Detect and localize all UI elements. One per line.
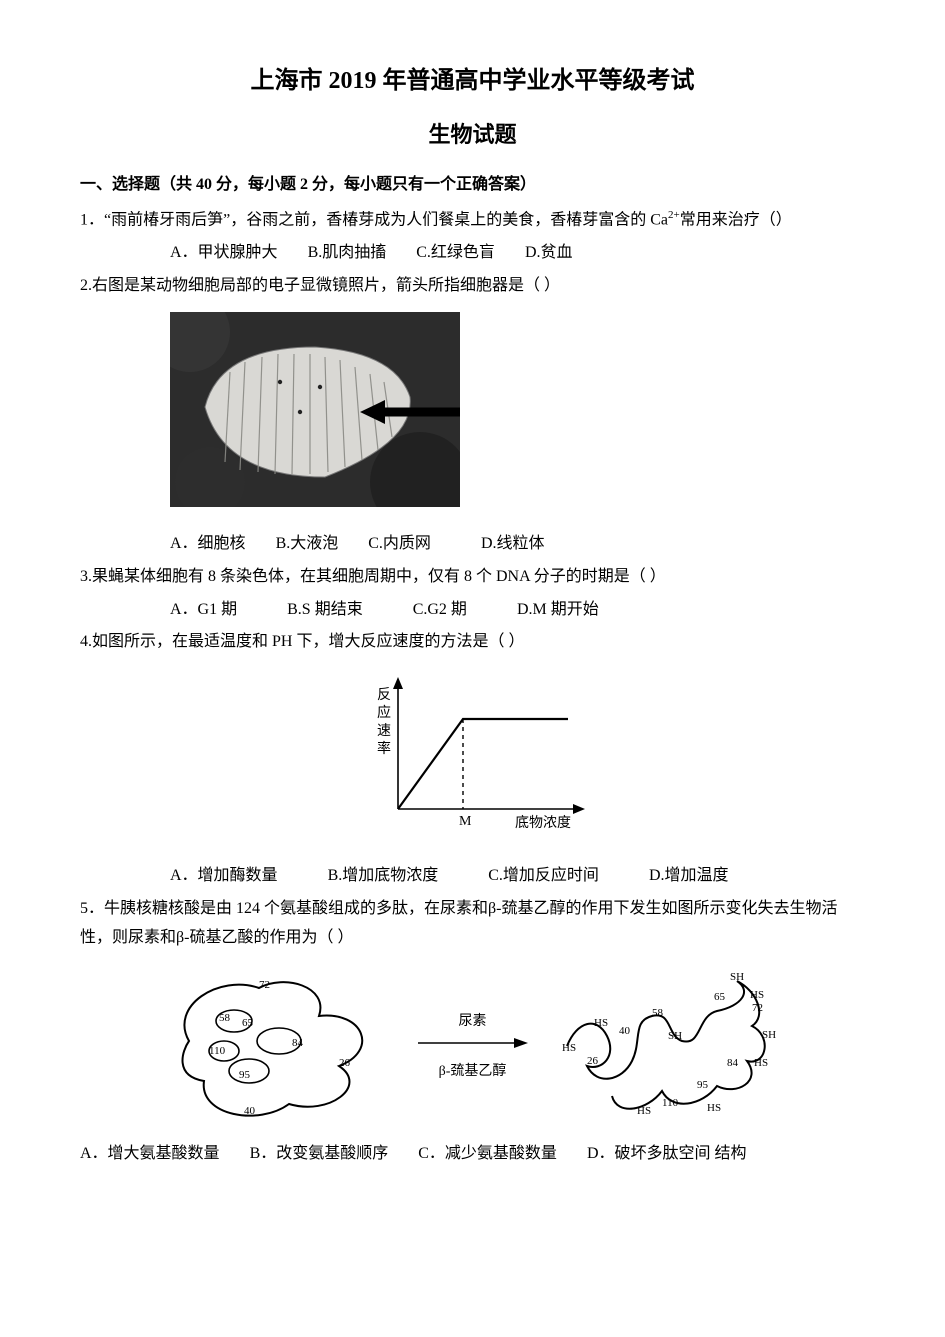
svg-text:HS: HS bbox=[637, 1105, 651, 1117]
title-sub: 生物试题 bbox=[80, 115, 865, 155]
q5-optB: B．改变氨基酸顺序 bbox=[250, 1145, 389, 1162]
svg-text:率: 率 bbox=[377, 740, 391, 757]
svg-text:95: 95 bbox=[697, 1079, 709, 1091]
svg-text:72: 72 bbox=[752, 1002, 763, 1014]
svg-text:84: 84 bbox=[292, 1037, 304, 1049]
q4-optA: A．增加酶数量 bbox=[170, 867, 278, 884]
q1-text-b: 常用来治疗（） bbox=[680, 211, 792, 228]
q1-optB: B.肌肉抽搐 bbox=[308, 244, 387, 261]
q3-optC: C.G2 期 bbox=[413, 601, 467, 618]
q3-optD: D.M 期开始 bbox=[517, 601, 599, 618]
svg-text:SH: SH bbox=[668, 1030, 682, 1042]
em-photo bbox=[170, 312, 460, 507]
svg-text:反: 反 bbox=[377, 687, 391, 703]
arrow-label-bottom: β-巯基乙醇 bbox=[418, 1059, 528, 1084]
q5-optA: A．增大氨基酸数量 bbox=[80, 1145, 220, 1162]
x-marker-m: M bbox=[459, 814, 472, 829]
q1-text-a: 1．“雨前椿牙雨后笋”，谷雨之前，香椿芽成为人们餐桌上的美食，香椿芽富含的 Ca bbox=[80, 211, 668, 228]
x-axis-label: 底物浓度 bbox=[515, 815, 571, 831]
q4-graph-wrap: M 底物浓度 反 应 速 率 bbox=[80, 669, 865, 850]
svg-text:58: 58 bbox=[652, 1007, 664, 1019]
svg-text:HS: HS bbox=[754, 1057, 768, 1069]
svg-text:应: 应 bbox=[377, 704, 391, 721]
protein-unfolded: SH 65 72 HS 58 40 HS 26 HS SH SH 84 HS 9… bbox=[552, 966, 782, 1126]
svg-text:40: 40 bbox=[619, 1025, 631, 1037]
svg-text:65: 65 bbox=[242, 1017, 254, 1029]
q4-optC: C.增加反应时间 bbox=[488, 867, 599, 884]
q2-text: 2.右图是某动物细胞局部的电子显微镜照片，箭头所指细胞器是（ ） bbox=[80, 272, 865, 301]
q2-optD: D.线粒体 bbox=[481, 535, 545, 552]
q3-text: 3.果蝇某体细胞有 8 条染色体，在其细胞周期中，仅有 8 个 DNA 分子的时… bbox=[80, 563, 865, 592]
title-main: 上海市 2019 年普通高中学业水平等级考试 bbox=[80, 60, 865, 103]
q3-optB: B.S 期结束 bbox=[287, 601, 363, 618]
svg-text:HS: HS bbox=[562, 1042, 576, 1054]
q5-optD: D．破坏多肽空间 结构 bbox=[587, 1145, 747, 1162]
svg-text:110: 110 bbox=[209, 1045, 226, 1057]
svg-text:72: 72 bbox=[259, 979, 270, 991]
section-heading: 一、选择题（共 40 分，每小题 2 分，每小题只有一个正确答案） bbox=[80, 171, 865, 200]
svg-text:84: 84 bbox=[727, 1057, 739, 1069]
svg-text:40: 40 bbox=[244, 1105, 256, 1117]
svg-text:速: 速 bbox=[377, 723, 391, 739]
q5-text: 5．牛胰核糖核酸是由 124 个氨基酸组成的多肽，在尿素和β-巯基乙醇的作用下发… bbox=[80, 895, 865, 953]
svg-text:58: 58 bbox=[219, 1012, 231, 1024]
q1-optC: C.红绿色盲 bbox=[416, 244, 495, 261]
q3-options: A．G1 期 B.S 期结束 C.G2 期 D.M 期开始 bbox=[80, 596, 865, 625]
q4-optB: B.增加底物浓度 bbox=[328, 867, 439, 884]
svg-text:HS: HS bbox=[594, 1017, 608, 1029]
q4-text: 4.如图所示，在最适温度和 PH 下，增大反应速度的方法是（ ） bbox=[80, 628, 865, 657]
q2-image-wrap bbox=[170, 312, 865, 518]
q2-optC: C.内质网 bbox=[368, 535, 431, 552]
svg-text:26: 26 bbox=[339, 1057, 351, 1069]
svg-text:HS: HS bbox=[750, 989, 764, 1001]
q1-optA: A．甲状腺肿大 bbox=[170, 244, 278, 261]
svg-text:SH: SH bbox=[762, 1029, 776, 1041]
svg-text:65: 65 bbox=[714, 991, 726, 1003]
arrow-label-top: 尿素 bbox=[418, 1009, 528, 1034]
svg-text:26: 26 bbox=[587, 1055, 599, 1067]
svg-text:110: 110 bbox=[662, 1097, 679, 1109]
q1-options: A．甲状腺肿大 B.肌肉抽搐 C.红绿色盲 D.贫血 bbox=[80, 239, 865, 268]
q2-optA: A．细胞核 bbox=[170, 535, 246, 552]
q1-sup: 2+ bbox=[668, 209, 680, 221]
q1-optD: D.贫血 bbox=[525, 244, 573, 261]
q5-diagram-wrap: 72 58 65 110 84 95 40 26 尿素 β-巯基乙醇 SH 65… bbox=[80, 966, 865, 1126]
q1-text: 1．“雨前椿牙雨后笋”，谷雨之前，香椿芽成为人们餐桌上的美食，香椿芽富含的 Ca… bbox=[80, 206, 865, 235]
q5-optC: C．减少氨基酸数量 bbox=[418, 1145, 557, 1162]
q4-options: A．增加酶数量 B.增加底物浓度 C.增加反应时间 D.增加温度 bbox=[80, 862, 865, 891]
rate-graph: M 底物浓度 反 应 速 率 bbox=[343, 669, 603, 839]
q5-options: A．增大氨基酸数量 B．改变氨基酸顺序 C．减少氨基酸数量 D．破坏多肽空间 结… bbox=[80, 1140, 865, 1169]
q3-optA: A．G1 期 bbox=[170, 601, 237, 618]
svg-text:95: 95 bbox=[239, 1069, 251, 1081]
svg-text:HS: HS bbox=[707, 1102, 721, 1114]
svg-text:SH: SH bbox=[730, 971, 744, 983]
q2-options: A．细胞核 B.大液泡 C.内质网 D.线粒体 bbox=[80, 530, 865, 559]
reaction-arrow-icon bbox=[418, 1036, 528, 1050]
q2-optB: B.大液泡 bbox=[276, 535, 339, 552]
q4-optD: D.增加温度 bbox=[649, 867, 729, 884]
reaction-arrow-block: 尿素 β-巯基乙醇 bbox=[418, 1009, 528, 1085]
protein-folded: 72 58 65 110 84 95 40 26 bbox=[164, 966, 394, 1126]
